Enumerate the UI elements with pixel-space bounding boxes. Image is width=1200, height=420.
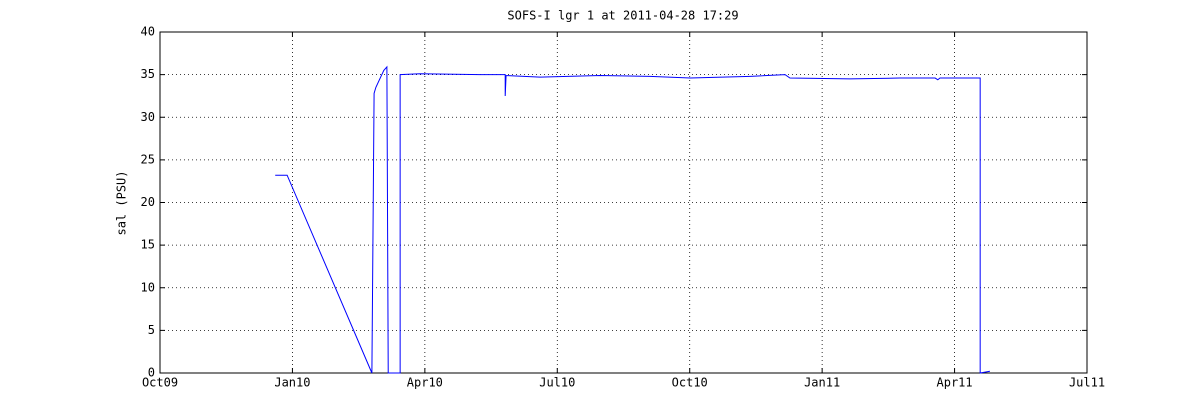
x-tick-label: Oct10 xyxy=(672,376,708,390)
plot-frame xyxy=(159,31,1088,374)
y-tick-label: 30 xyxy=(141,110,155,124)
x-tick-label: Apr10 xyxy=(407,376,443,390)
chart-title: SOFS-I lgr 1 at 2011-04-28 17:29 xyxy=(507,9,738,23)
y-tick-label: 20 xyxy=(141,195,155,209)
y-tick-label: 40 xyxy=(141,25,155,39)
x-tick-label: Jul10 xyxy=(539,376,575,390)
y-tick-label: 0 xyxy=(148,366,155,380)
x-tick-label: Jan10 xyxy=(274,376,310,390)
x-tick-label: Oct09 xyxy=(142,376,178,390)
x-tick-label: Apr11 xyxy=(937,376,973,390)
x-tick-label: Jan11 xyxy=(804,376,840,390)
y-tick-label: 5 xyxy=(148,323,155,337)
data-line xyxy=(275,65,990,374)
y-tick-label: 35 xyxy=(141,67,155,81)
y-tick-label: 25 xyxy=(141,152,155,166)
y-tick-label: 15 xyxy=(141,238,155,252)
x-tick-label: Jul11 xyxy=(1069,376,1105,390)
y-axis-label: sal (PSU) xyxy=(115,170,129,235)
y-tick-label: 10 xyxy=(141,280,155,294)
